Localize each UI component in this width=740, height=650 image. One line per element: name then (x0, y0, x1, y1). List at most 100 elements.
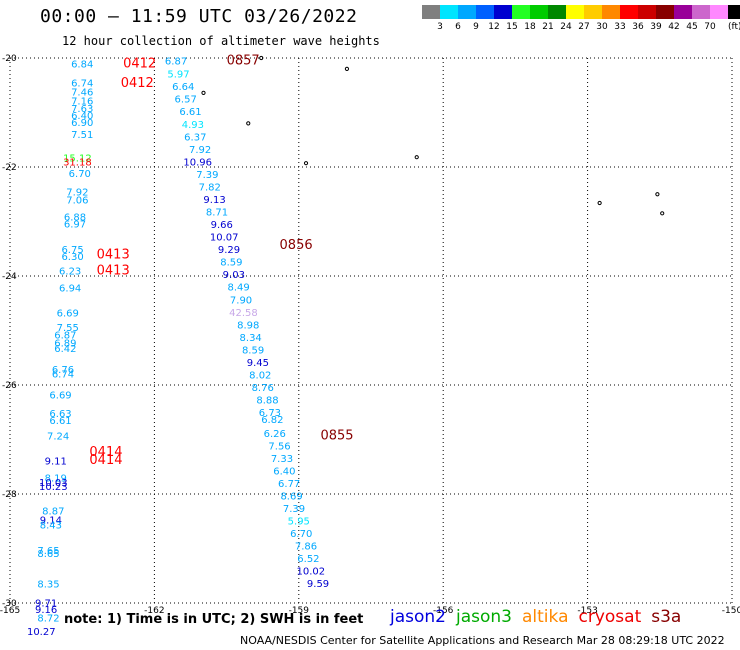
legend-tick-label: 39 (650, 22, 662, 32)
wave-height-value: 7.16 (71, 96, 93, 107)
island-marker (303, 161, 309, 166)
island-marker (344, 66, 350, 72)
wave-height-value: 6.87 (54, 331, 76, 342)
pass-time-label: 0413 (97, 263, 130, 278)
wave-height-value: 7.92 (189, 145, 211, 156)
wave-height-value: 7.39 (283, 504, 305, 515)
lon-tick-label: -162 (144, 606, 164, 616)
wave-height-value: 7.51 (71, 130, 93, 141)
legend-tick-label: 30 (596, 22, 608, 32)
satellite-label: s3a (651, 607, 682, 627)
wave-height-value: 9.03 (223, 270, 245, 281)
wave-height-value: 6.76 (52, 365, 74, 376)
pass-time-label: 0414 (89, 453, 122, 468)
wave-height-value: 9.45 (247, 358, 269, 369)
wave-height-value: 6.69 (49, 391, 71, 402)
wave-height-value: 8.87 (42, 507, 64, 518)
wave-height-value: 8.34 (240, 333, 262, 344)
lat-tick-label: -24 (2, 272, 17, 282)
wave-height-value: 8.59 (242, 345, 264, 356)
wave-height-value: 6.74 (71, 78, 93, 89)
wave-height-value: 7.46 (71, 88, 93, 99)
wave-height-value: 10.02 (297, 567, 326, 578)
legend-swatch (620, 5, 638, 19)
wave-height-value: 8.88 (256, 396, 278, 407)
wave-height-value: 10.27 (27, 627, 56, 638)
wave-height-value: 6.26 (264, 429, 286, 440)
legend-swatch (692, 5, 710, 19)
wave-height-value: 7.06 (66, 196, 88, 207)
wave-height-value: 8.72 (37, 614, 59, 625)
wave-height-value: 7.33 (271, 454, 293, 465)
legend-swatch (728, 5, 740, 19)
wave-height-value: 10.07 (210, 233, 239, 244)
wave-height-value: 7.63 (71, 104, 93, 115)
footer-credit: NOAA/NESDIS Center for Satellite Applica… (240, 634, 725, 647)
wave-height-value: 6.40 (273, 466, 295, 477)
wave-height-value: 6.52 (297, 554, 319, 565)
wave-height-value: 8.69 (280, 491, 302, 502)
legend-swatch (440, 5, 458, 19)
wave-height-value: 6.63 (49, 409, 71, 420)
satellite-label: cryosat (578, 607, 642, 627)
wave-height-value: 6.74 (52, 369, 74, 380)
wave-height-value: 6.40 (71, 111, 93, 122)
wave-height-value: 6.73 (259, 408, 281, 419)
wave-height-value: 8.98 (237, 320, 259, 331)
legend-tick-label: 42 (668, 22, 680, 32)
wave-height-value: 10.96 (183, 157, 212, 168)
wave-height-value: 5.95 (288, 517, 310, 528)
wave-height-value: 6.57 (175, 95, 197, 106)
wave-height-value: 6.23 (59, 266, 81, 277)
pass-time-label: 0414 (89, 445, 122, 460)
legend-swatch (656, 5, 674, 19)
wave-height-value: 10.03 (39, 478, 68, 489)
lat-lon-grid (9, 57, 733, 604)
island-marker (655, 192, 660, 197)
wave-height-value: 10.23 (39, 482, 68, 493)
wave-height-value: 6.70 (69, 169, 91, 180)
legend-swatch (602, 5, 620, 19)
lat-tick-label: -28 (2, 490, 17, 500)
legend-swatch (458, 5, 476, 19)
legend-swatch (530, 5, 548, 19)
wave-height-value: 5.97 (167, 70, 189, 81)
wave-height-value: 7.55 (57, 323, 79, 334)
map-title: 00:00 – 11:59 UTC 03/26/2022 (40, 6, 358, 27)
wave-height-value: 6.82 (261, 415, 283, 426)
legend-swatch (566, 5, 584, 19)
wave-height-value: 9.13 (203, 195, 225, 206)
wave-height-value: 9.71 (35, 598, 57, 609)
legend-tick-label: 21 (542, 22, 554, 32)
wave-height-value: 7.65 (37, 546, 59, 557)
legend-swatch (494, 5, 512, 19)
footer-note: note: 1) Time is in UTC; 2) SWH is in fe… (64, 612, 364, 627)
lon-tick-label: -150 (722, 606, 740, 616)
wave-height-value: 8.76 (252, 383, 274, 394)
legend-swatch (512, 5, 530, 19)
legend-swatch (674, 5, 692, 19)
wave-height-value: 8.19 (45, 473, 67, 484)
wave-height-value: 8.65 (37, 549, 59, 560)
pass-time-label: 0412 (121, 76, 154, 91)
legend-tick-label: 18 (524, 22, 536, 32)
wave-height-value: 42.58 (229, 308, 258, 319)
island-marker (259, 55, 264, 61)
satellite-label: jason2 (390, 607, 446, 627)
legend-tick-label: 24 (560, 22, 572, 32)
wave-height-value: 8.59 (220, 258, 242, 269)
wave-height-value: 6.94 (59, 283, 81, 294)
legend-tick-label: 6 (455, 22, 461, 32)
wave-height-value: 9.14 (40, 515, 62, 526)
legend-tick-label: 70 (704, 22, 716, 32)
legend-swatch (638, 5, 656, 19)
legend-tick-label: 3 (437, 22, 443, 32)
island-marker (660, 211, 665, 216)
legend-tick-label: 33 (614, 22, 626, 32)
satellite-label: jason3 (456, 607, 512, 627)
wave-height-value: 9.29 (218, 245, 240, 256)
wave-height-value: 6.87 (165, 57, 187, 68)
legend-tick-label: 15 (506, 22, 518, 32)
